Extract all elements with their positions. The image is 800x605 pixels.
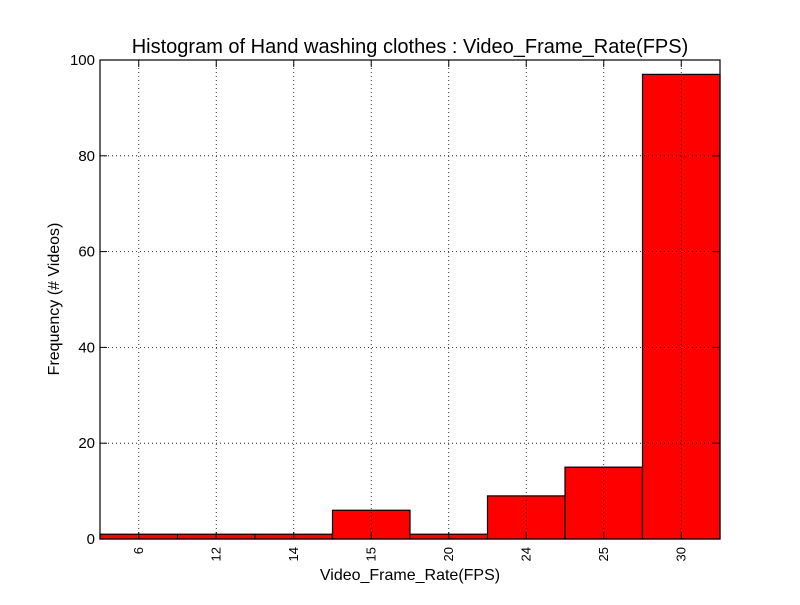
x-tick-label: 14: [286, 547, 301, 561]
x-tick-label: 30: [673, 547, 688, 561]
axes-frame: [99, 59, 721, 540]
x-tick-label: 25: [596, 547, 611, 561]
x-axis-label: Video_Frame_Rate(FPS): [320, 567, 500, 584]
y-tick-label: 60: [78, 244, 95, 261]
histogram-bar: [641, 73, 721, 540]
x-tick-label: 6: [131, 547, 146, 554]
y-tick-label: 0: [87, 531, 95, 548]
x-tick-label: 24: [518, 547, 533, 561]
y-tick-label: 80: [78, 148, 95, 165]
y-tick-label: 20: [78, 435, 95, 452]
y-tick-label: 100: [70, 52, 95, 69]
y-tick-label: 40: [78, 339, 95, 356]
histogram-bar: [564, 466, 644, 540]
chart-title: Histogram of Hand washing clothes : Vide…: [132, 36, 689, 58]
y-axis-label: Frequency (# Videos): [46, 223, 63, 376]
x-tick-label: 12: [208, 547, 223, 561]
plot-area: 0 20 40 60 80 100 6 12 14 15 20 24 25 30: [70, 52, 721, 561]
x-tick-label: 15: [363, 547, 378, 561]
histogram-bar: [486, 495, 566, 540]
x-tick-label: 20: [441, 547, 456, 561]
